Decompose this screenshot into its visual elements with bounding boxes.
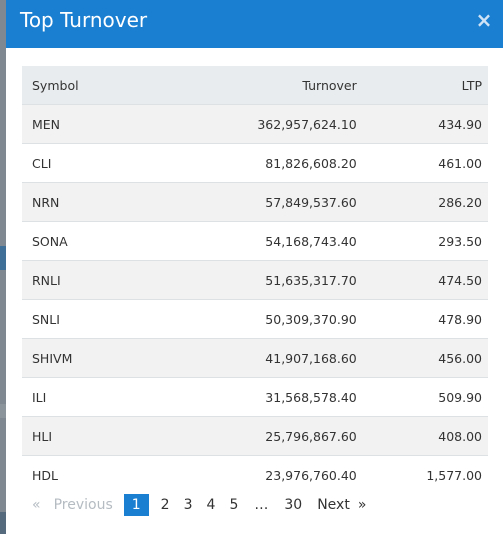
cell-ltp: 461.00 xyxy=(366,143,488,183)
previous-page-button: Previous xyxy=(53,497,113,513)
page-button-2[interactable]: 2 xyxy=(160,497,170,513)
page-button-3[interactable]: 3 xyxy=(183,497,193,513)
cell-ltp: 408.00 xyxy=(366,416,488,456)
table-body: MEN 362,957,624.10 434.90 CLI 81,826,608… xyxy=(22,104,488,494)
cell-turnover: 81,826,608.20 xyxy=(155,143,367,183)
cell-symbol: HLI xyxy=(22,416,156,456)
backdrop-element xyxy=(0,246,6,270)
cell-ltp: 293.50 xyxy=(366,221,488,261)
turnover-table: Symbol Turnover LTP MEN 362,957,624.10 4… xyxy=(22,66,488,494)
table-header-row: Symbol Turnover LTP xyxy=(22,66,488,105)
modal-title: Top Turnover xyxy=(20,8,148,32)
table-header: Symbol Turnover LTP xyxy=(22,66,488,105)
page-button-5[interactable]: 5 xyxy=(229,497,239,513)
cell-symbol: ILI xyxy=(22,377,156,417)
last-page-icon[interactable]: » xyxy=(357,497,367,513)
cell-turnover: 362,957,624.10 xyxy=(155,104,367,144)
column-header-symbol: Symbol xyxy=(22,66,156,105)
cell-turnover: 54,168,743.40 xyxy=(155,221,367,261)
cell-symbol: CLI xyxy=(22,143,156,183)
cell-symbol: SNLI xyxy=(22,299,156,339)
page-button-last[interactable]: 30 xyxy=(284,497,303,513)
table-row: HLI 25,796,867.60 408.00 xyxy=(22,416,488,456)
cell-symbol: SONA xyxy=(22,221,156,261)
cell-turnover: 57,849,537.60 xyxy=(155,182,367,222)
cell-turnover: 23,976,760.40 xyxy=(155,455,367,494)
cell-turnover: 41,907,168.60 xyxy=(155,338,367,378)
cell-ltp: 478.90 xyxy=(366,299,488,339)
pagination-ellipsis: … xyxy=(254,497,269,513)
modal-header: Top Turnover × xyxy=(6,0,503,48)
cell-ltp: 509.90 xyxy=(366,377,488,417)
table-row: HDL 23,976,760.40 1,577.00 xyxy=(22,455,488,494)
cell-turnover: 51,635,317.70 xyxy=(155,260,367,300)
page-button-4[interactable]: 4 xyxy=(206,497,216,513)
table-row: RNLI 51,635,317.70 474.50 xyxy=(22,260,488,300)
cell-ltp: 434.90 xyxy=(366,104,488,144)
cell-ltp: 286.20 xyxy=(366,182,488,222)
table-row: ILI 31,568,578.40 509.90 xyxy=(22,377,488,417)
table-row: SNLI 50,309,370.90 478.90 xyxy=(22,299,488,339)
cell-ltp: 474.50 xyxy=(366,260,488,300)
backdrop-element xyxy=(0,404,6,418)
cell-symbol: MEN xyxy=(22,104,156,144)
pagination: « Previous 1 2 3 4 5 … 30 Next » xyxy=(28,494,370,516)
close-icon[interactable]: × xyxy=(475,8,493,32)
cell-symbol: NRN xyxy=(22,182,156,222)
table-row: NRN 57,849,537.60 286.20 xyxy=(22,182,488,222)
cell-symbol: SHIVM xyxy=(22,338,156,378)
first-page-icon: « xyxy=(32,497,41,513)
table-row: MEN 362,957,624.10 434.90 xyxy=(22,104,488,144)
page-button-1[interactable]: 1 xyxy=(123,494,149,516)
table-row: CLI 81,826,608.20 461.00 xyxy=(22,143,488,183)
backdrop-element xyxy=(0,512,6,534)
column-header-turnover: Turnover xyxy=(155,66,367,105)
cell-ltp: 1,577.00 xyxy=(366,455,488,494)
page-backdrop xyxy=(0,0,6,534)
cell-ltp: 456.00 xyxy=(366,338,488,378)
cell-turnover: 31,568,578.40 xyxy=(155,377,367,417)
next-page-button[interactable]: Next xyxy=(317,497,350,513)
table-row: SHIVM 41,907,168.60 456.00 xyxy=(22,338,488,378)
table-row: SONA 54,168,743.40 293.50 xyxy=(22,221,488,261)
cell-symbol: HDL xyxy=(22,455,156,494)
cell-turnover: 25,796,867.60 xyxy=(155,416,367,456)
turnover-table-container: Symbol Turnover LTP MEN 362,957,624.10 4… xyxy=(22,66,488,494)
cell-turnover: 50,309,370.90 xyxy=(155,299,367,339)
cell-symbol: RNLI xyxy=(22,260,156,300)
top-turnover-modal: Top Turnover × Symbol Turnover LTP MEN 3… xyxy=(6,0,503,534)
column-header-ltp: LTP xyxy=(366,66,488,105)
